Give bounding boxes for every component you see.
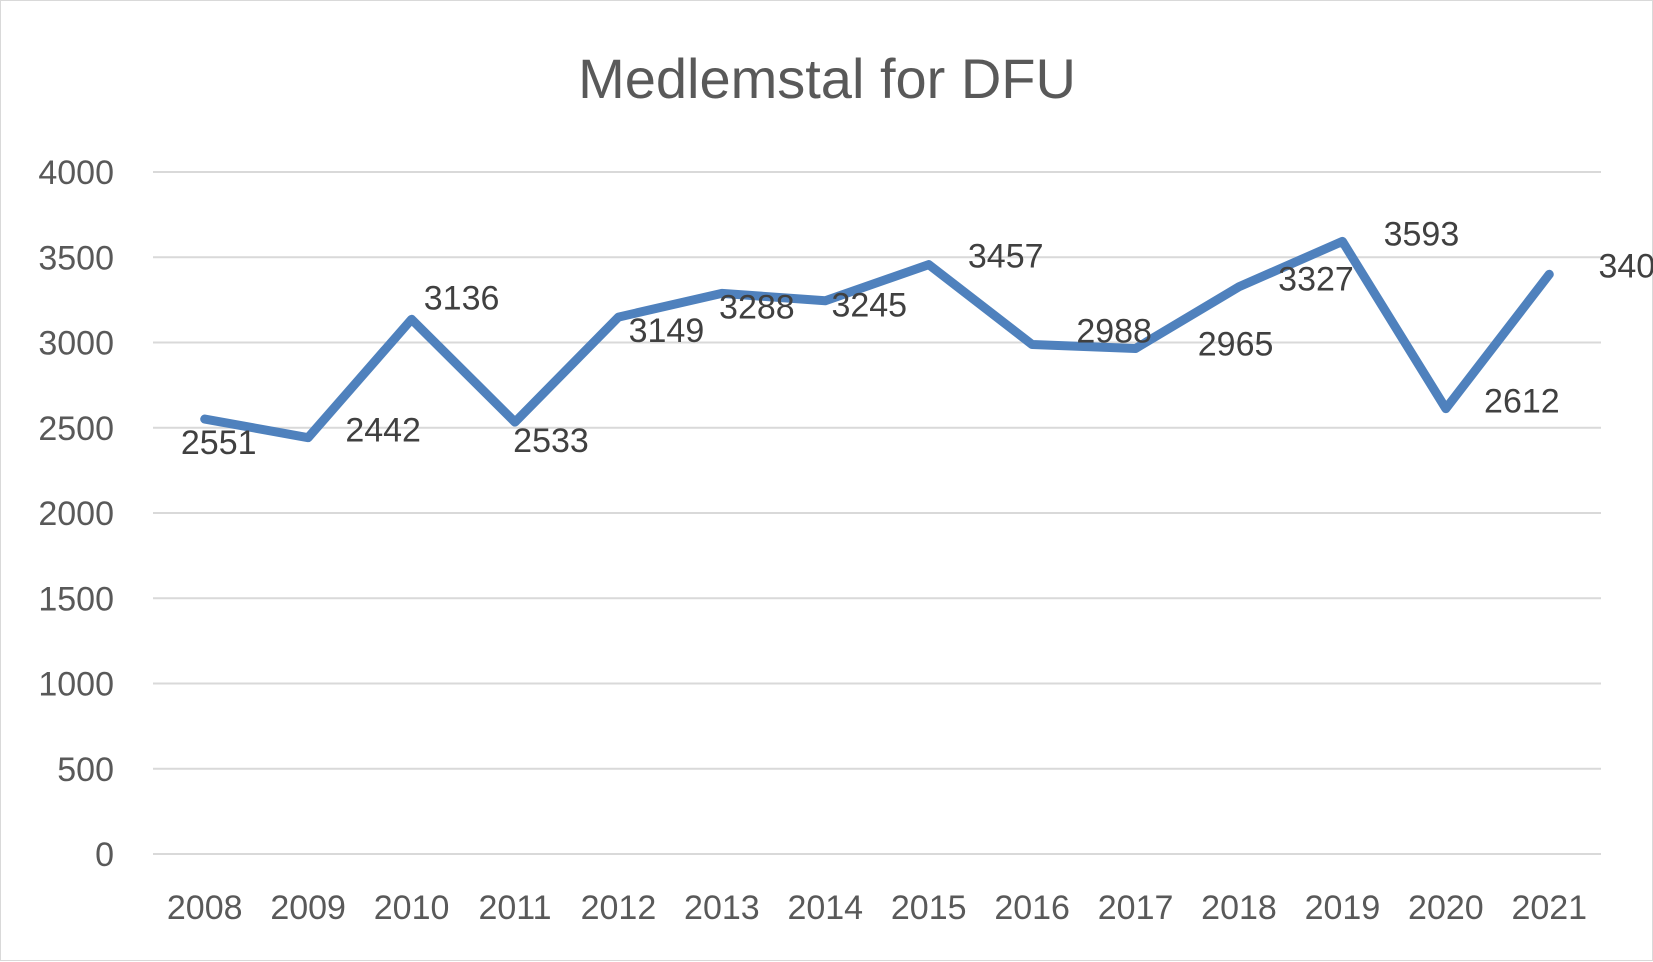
y-tick-label: 1000 — [38, 666, 114, 704]
x-tick-label: 2012 — [581, 889, 657, 927]
x-tick-label: 2017 — [1098, 889, 1174, 927]
y-tick-label: 2500 — [38, 410, 114, 448]
data-label: 2612 — [1484, 383, 1560, 421]
data-label: 3245 — [831, 287, 907, 325]
data-label: 3400 — [1598, 247, 1653, 285]
y-tick-label: 3000 — [38, 325, 114, 363]
x-axis-ticks: 2008 2009 2010 2011 2012 2013 2014 2015 2016 2017… — [167, 889, 1587, 927]
x-tick-label: 2015 — [891, 889, 967, 927]
y-tick-label: 1500 — [38, 580, 114, 618]
y-tick-label: 0 — [95, 836, 114, 874]
y-tick-label: 4000 — [38, 154, 114, 192]
x-tick-label: 2021 — [1511, 889, 1587, 927]
data-label: 2551 — [181, 424, 257, 462]
data-label: 3288 — [719, 288, 795, 326]
data-label: 2988 — [1076, 313, 1152, 351]
x-tick-label: 2018 — [1201, 889, 1277, 927]
x-tick-label: 2010 — [374, 889, 450, 927]
x-tick-label: 2019 — [1305, 889, 1381, 927]
y-tick-label: 2000 — [38, 495, 114, 533]
x-tick-label: 2009 — [270, 889, 346, 927]
y-tick-label: 500 — [57, 751, 114, 789]
data-label: 3457 — [968, 238, 1044, 276]
x-tick-label: 2013 — [684, 889, 760, 927]
x-tick-label: 2016 — [994, 889, 1070, 927]
data-label: 3149 — [629, 312, 705, 350]
data-labels: 2551 2442 3136 2533 3149 3288 3245 3457 2988 2965… — [181, 215, 1653, 462]
data-label: 2965 — [1198, 325, 1274, 363]
data-label: 3593 — [1384, 215, 1460, 253]
x-tick-label: 2014 — [787, 889, 863, 927]
x-tick-label: 2011 — [478, 889, 551, 927]
data-label: 3136 — [424, 279, 500, 317]
x-tick-label: 2008 — [167, 889, 243, 927]
series-layer — [200, 236, 1554, 443]
data-label: 3327 — [1278, 261, 1354, 299]
y-axis-ticks: 0 500 1000 1500 2000 2500 3000 3500 4000 — [38, 154, 114, 874]
chart-title: Medlemstal for DFU — [578, 47, 1076, 110]
gridlines — [153, 171, 1601, 855]
data-label: 2442 — [345, 412, 421, 450]
y-tick-label: 3500 — [38, 239, 114, 277]
series-line — [200, 236, 1554, 443]
data-label: 2533 — [513, 422, 589, 460]
x-tick-label: 2020 — [1408, 889, 1484, 927]
